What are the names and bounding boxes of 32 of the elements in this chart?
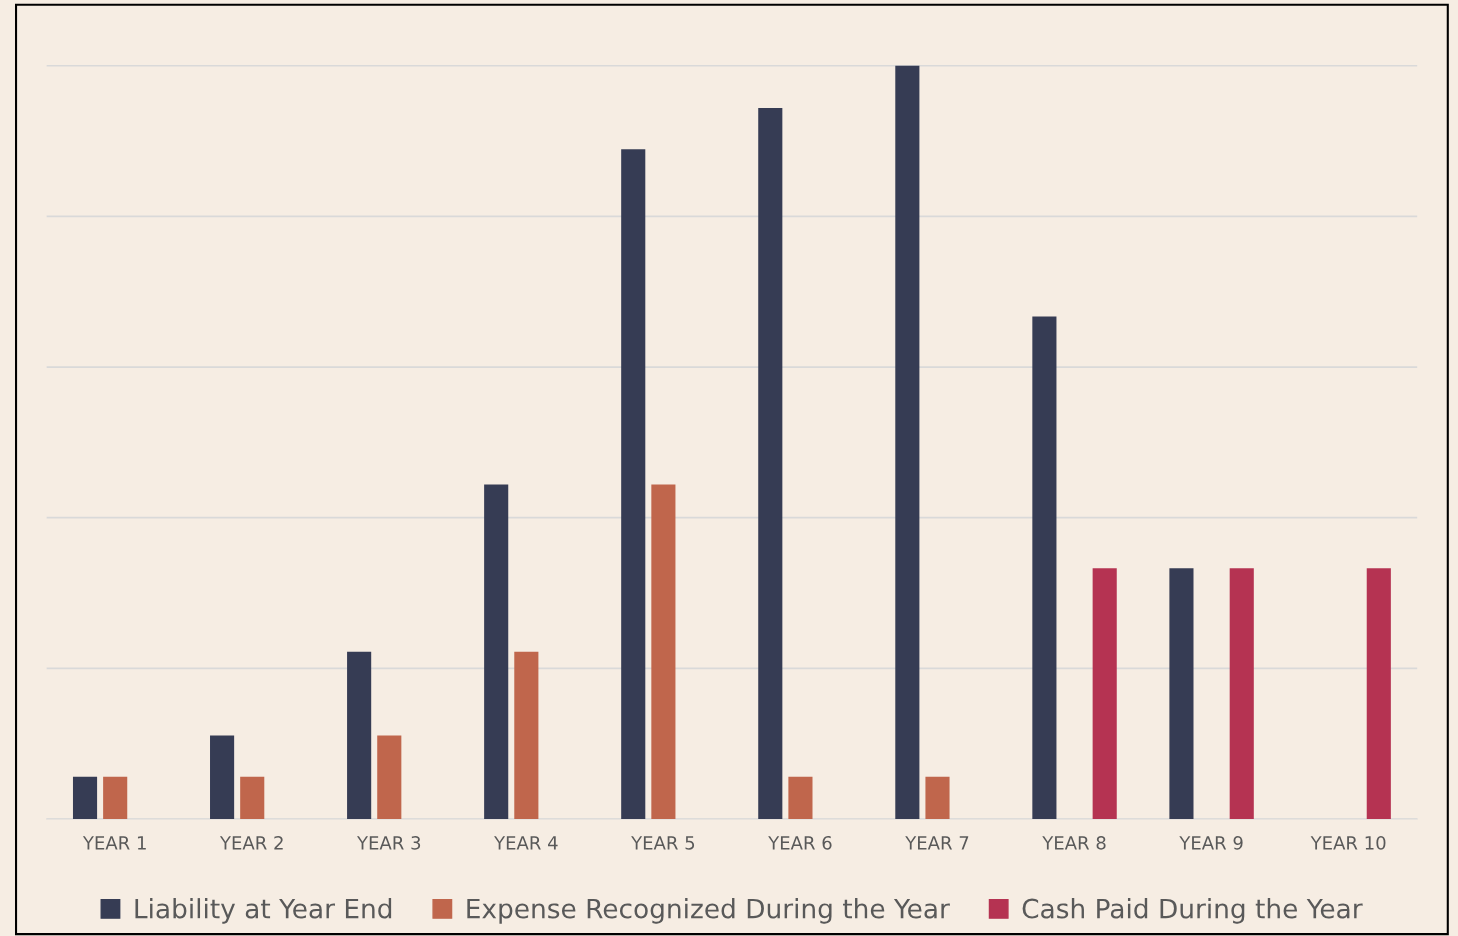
legend-label: Liability at Year End	[135, 898, 392, 924]
x-tick-label: YEAR 10	[1310, 835, 1386, 850]
bar	[1169, 568, 1194, 819]
bar	[895, 65, 920, 819]
bar	[758, 107, 783, 819]
bar	[621, 149, 646, 819]
x-tick-label: YEAR 8	[1042, 835, 1106, 850]
legend-label: Expense Recognized During the Year	[467, 898, 950, 924]
bar	[1366, 568, 1391, 819]
x-tick-label: YEAR 4	[494, 836, 558, 850]
bar	[72, 776, 98, 819]
bar	[484, 484, 509, 819]
bar	[377, 735, 402, 819]
x-tick-label: YEAR 1	[82, 836, 146, 850]
bar	[1092, 568, 1117, 819]
x-tick-label: YEAR 5	[631, 836, 695, 850]
x-tick-label: YEAR 3	[356, 835, 421, 850]
bar	[925, 776, 950, 819]
x-tick-label: YEAR 9	[1179, 835, 1243, 850]
legend-label: Cash Paid During the Year	[1022, 898, 1363, 924]
bar	[1032, 316, 1057, 819]
bar	[103, 776, 128, 819]
bar	[514, 651, 539, 819]
x-tick-label: YEAR 6	[768, 835, 832, 850]
bar	[240, 776, 265, 819]
bar	[347, 651, 372, 819]
bar	[210, 735, 235, 819]
x-tick-label: YEAR 7	[905, 836, 969, 850]
bar	[788, 776, 813, 819]
bar	[651, 484, 676, 819]
bar	[1229, 568, 1254, 819]
x-tick-label: YEAR 2	[219, 835, 283, 850]
